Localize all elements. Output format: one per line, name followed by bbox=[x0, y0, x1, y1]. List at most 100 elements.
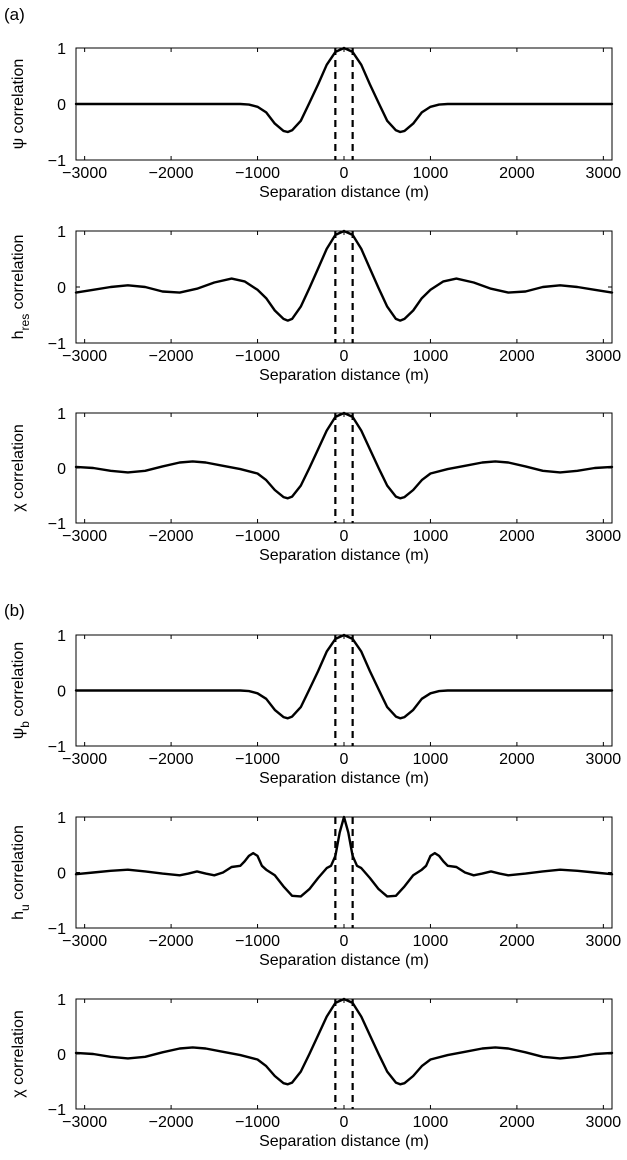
x-tick-label: 3000 bbox=[586, 165, 622, 182]
y-tick-label: −1 bbox=[48, 1102, 66, 1119]
chart-6: −3000 −2000 −1000 0 1000 2000 3000 −1 0 1 Separati… bbox=[10, 992, 621, 1150]
y-axis-label-sub: res bbox=[18, 314, 32, 331]
correlation-line bbox=[74, 815, 614, 898]
y-tick-label: 1 bbox=[57, 406, 66, 423]
y-tick-label: 0 bbox=[57, 684, 66, 701]
y-tick-label: −1 bbox=[48, 739, 66, 756]
x-tick-label: −2000 bbox=[149, 1114, 194, 1131]
correlation-line bbox=[74, 229, 614, 322]
y-axis-label-main: h bbox=[10, 330, 27, 339]
panel-label-b: (b) bbox=[4, 601, 25, 620]
y-tick-label: 1 bbox=[57, 810, 66, 827]
x-tick-label: −2000 bbox=[149, 528, 194, 545]
y-tick-label: −1 bbox=[48, 153, 66, 170]
correlation-line bbox=[74, 633, 614, 720]
chart-3: −3000 −2000 −1000 0 1000 2000 3000 −1 0 1 Separati… bbox=[10, 406, 621, 564]
chart-5: −3000 −2000 −1000 0 1000 2000 3000 −1 0 1 Separati… bbox=[10, 810, 621, 969]
chart-1: −3000 −2000 −1000 0 1000 2000 3000 −1 0 1 Separati… bbox=[10, 41, 621, 201]
y-tick-label: 0 bbox=[57, 97, 66, 114]
x-tick-label: 3000 bbox=[586, 751, 622, 768]
x-tick-label: −2000 bbox=[149, 348, 194, 365]
y-tick-label: 1 bbox=[57, 992, 66, 1009]
x-tick-label: −3000 bbox=[62, 751, 107, 768]
x-tick-label: −3000 bbox=[62, 165, 107, 182]
x-tick-label: 0 bbox=[340, 528, 349, 545]
y-axis-label-tail: correlation bbox=[10, 642, 27, 721]
y-tick-label: 1 bbox=[57, 224, 66, 241]
y-tick-label: 0 bbox=[57, 461, 66, 478]
x-tick-label: −1000 bbox=[235, 751, 280, 768]
x-tick-label: −3000 bbox=[62, 528, 107, 545]
x-tick-label: −1000 bbox=[235, 165, 280, 182]
x-tick-label: 1000 bbox=[413, 751, 449, 768]
x-tick-label: 1000 bbox=[413, 528, 449, 545]
x-tick-label: −3000 bbox=[62, 1114, 107, 1131]
y-tick-label: −1 bbox=[48, 336, 66, 353]
x-tick-label: 3000 bbox=[586, 528, 622, 545]
correlation-line bbox=[74, 997, 614, 1086]
chart-2: −3000 −2000 −1000 0 1000 2000 3000 −1 0 1 Separati… bbox=[10, 224, 621, 384]
y-tick-label: 1 bbox=[57, 41, 66, 58]
correlation-line bbox=[74, 46, 614, 134]
y-axis-label-sub: b bbox=[18, 721, 32, 728]
y-axis-label: χ correlation bbox=[10, 424, 27, 512]
x-tick-label: 0 bbox=[340, 933, 349, 950]
y-axis-label: ψb correlation bbox=[10, 642, 32, 739]
y-axis-label-tail: correlation bbox=[10, 825, 27, 904]
x-tick-label: −2000 bbox=[149, 751, 194, 768]
x-tick-label: 2000 bbox=[499, 348, 535, 365]
x-tick-label: −1000 bbox=[235, 1114, 280, 1131]
x-tick-label: 1000 bbox=[413, 933, 449, 950]
x-tick-label: −1000 bbox=[235, 528, 280, 545]
x-axis-label: Separation distance (m) bbox=[259, 1133, 429, 1150]
x-tick-label: −1000 bbox=[235, 348, 280, 365]
y-axis-label-tail: correlation bbox=[10, 235, 27, 314]
x-tick-label: −3000 bbox=[62, 933, 107, 950]
y-tick-label: 0 bbox=[57, 280, 66, 297]
x-tick-label: −3000 bbox=[62, 348, 107, 365]
x-tick-label: 2000 bbox=[499, 528, 535, 545]
x-tick-label: 0 bbox=[340, 751, 349, 768]
x-tick-label: 2000 bbox=[499, 751, 535, 768]
x-tick-label: 0 bbox=[340, 1114, 349, 1131]
x-tick-label: 3000 bbox=[586, 1114, 622, 1131]
x-tick-label: 0 bbox=[340, 348, 349, 365]
x-axis-label: Separation distance (m) bbox=[259, 770, 429, 787]
x-axis-label: Separation distance (m) bbox=[259, 952, 429, 969]
y-axis-label-main: ψ correlation bbox=[10, 59, 27, 150]
y-axis-label-main: h bbox=[10, 911, 27, 920]
y-tick-label: −1 bbox=[48, 921, 66, 938]
x-tick-label: 0 bbox=[340, 165, 349, 182]
x-tick-label: 2000 bbox=[499, 165, 535, 182]
y-axis-label-sub: u bbox=[18, 904, 32, 911]
x-tick-label: −1000 bbox=[235, 933, 280, 950]
x-tick-label: 3000 bbox=[586, 348, 622, 365]
y-axis-label: hres correlation bbox=[10, 235, 32, 340]
y-tick-label: 1 bbox=[57, 628, 66, 645]
x-axis-label: Separation distance (m) bbox=[259, 547, 429, 564]
x-tick-label: 1000 bbox=[413, 165, 449, 182]
x-axis-label: Separation distance (m) bbox=[259, 367, 429, 384]
x-tick-label: −2000 bbox=[149, 933, 194, 950]
y-axis-label-main: ψ bbox=[10, 728, 27, 739]
y-axis-label: χ correlation bbox=[10, 1010, 27, 1098]
y-tick-label: 0 bbox=[57, 1047, 66, 1064]
y-axis-label-main: χ correlation bbox=[10, 1010, 27, 1098]
y-axis-label: hu correlation bbox=[10, 825, 32, 920]
chart-4: −3000 −2000 −1000 0 1000 2000 3000 −1 0 1 Separati… bbox=[10, 628, 621, 787]
panel-label-a: (a) bbox=[4, 5, 25, 24]
axes-box bbox=[75, 230, 613, 344]
x-tick-label: 1000 bbox=[413, 348, 449, 365]
charts-group: −3000 −2000 −1000 0 1000 2000 3000−101Separati… bbox=[10, 41, 621, 1150]
correlation-line bbox=[74, 411, 614, 500]
y-axis-label: ψ correlation bbox=[10, 59, 27, 150]
x-tick-label: 2000 bbox=[499, 933, 535, 950]
y-axis-label-main: χ correlation bbox=[10, 424, 27, 512]
x-tick-label: 3000 bbox=[586, 933, 622, 950]
x-tick-label: 1000 bbox=[413, 1114, 449, 1131]
x-tick-label: 2000 bbox=[499, 1114, 535, 1131]
y-tick-label: 0 bbox=[57, 866, 66, 883]
y-tick-label: −1 bbox=[48, 516, 66, 533]
x-tick-label: −2000 bbox=[149, 165, 194, 182]
